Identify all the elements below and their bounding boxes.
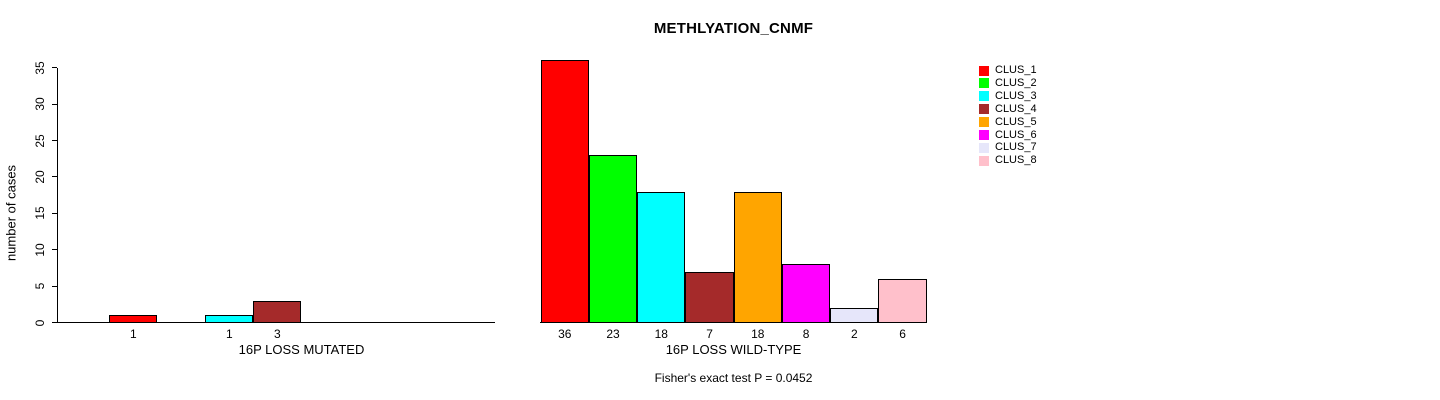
legend-item-clus_2: CLUS_2 (979, 76, 1037, 89)
legend-item-clus_6: CLUS_6 (979, 128, 1037, 141)
legend-label: CLUS_6 (995, 128, 1037, 141)
bar-value-label: 23 (606, 327, 620, 341)
y-axis-line (57, 68, 58, 323)
legend-item-clus_7: CLUS_7 (979, 142, 1037, 153)
y-tick (52, 176, 57, 178)
bar-value-label: 8 (802, 327, 810, 341)
bar-clus_1 (540, 60, 589, 323)
y-tick (52, 322, 57, 324)
bar-clus_6 (781, 264, 831, 323)
bar-clus_7 (830, 308, 879, 323)
y-tick-label: 25 (33, 133, 47, 148)
y-tick (52, 249, 57, 251)
y-tick-label: 0 (33, 319, 47, 327)
y-tick (52, 67, 57, 69)
legend-swatch (979, 65, 989, 76)
bar-value-label: 36 (558, 327, 572, 341)
legend-swatch (979, 78, 989, 89)
bar-value-label: 6 (899, 327, 906, 341)
y-tick (52, 285, 57, 287)
y-tick-label: 5 (33, 282, 47, 290)
legend-swatch (979, 130, 989, 140)
bar-value-label: 18 (654, 327, 668, 341)
y-tick-label: 30 (33, 97, 47, 111)
bar-clus_8 (878, 278, 927, 323)
bar-clus_1 (109, 315, 158, 323)
legend-label: CLUS_3 (995, 89, 1037, 102)
bar-value-label: 3 (273, 327, 281, 341)
chart-title: METHLYATION_CNMF (653, 20, 814, 37)
group-label-wildtype: 16P LOSS WILD-TYPE (665, 342, 802, 357)
y-tick (52, 140, 57, 142)
y-axis-label: number of cases (3, 164, 19, 262)
bar-value-label: 2 (850, 327, 858, 341)
legend-item-clus_8: CLUS_8 (979, 155, 1037, 166)
y-tick-label: 20 (33, 170, 47, 184)
y-tick-label: 10 (33, 243, 47, 257)
bar-value-label: 7 (706, 327, 713, 341)
bar-clus_4 (253, 300, 302, 323)
y-tick-label: 15 (33, 206, 47, 221)
legend-label: CLUS_8 (995, 154, 1037, 167)
legend-label: CLUS_2 (995, 76, 1037, 89)
bar-value-label: 1 (225, 327, 233, 341)
legend-label: CLUS_4 (995, 102, 1037, 115)
fisher-test-note: Fisher's exact test P = 0.0452 (654, 371, 813, 385)
legend-item-clus_3: CLUS_3 (979, 89, 1037, 102)
bar-clus_3 (205, 315, 254, 323)
group-label-mutated: 16P LOSS MUTATED (238, 342, 365, 357)
bar-clus_4 (685, 271, 734, 323)
legend-swatch (979, 142, 989, 153)
y-tick (52, 212, 57, 214)
legend-label: CLUS_5 (995, 115, 1037, 128)
bar-clus_3 (637, 191, 686, 323)
legend-swatch (979, 91, 989, 102)
legend-item-clus_5: CLUS_5 (979, 115, 1037, 128)
legend-swatch (979, 104, 989, 115)
bar-clus_5 (733, 191, 782, 323)
legend-label: CLUS_1 (995, 64, 1037, 76)
legend-label: CLUS_7 (995, 141, 1037, 154)
legend-swatch (979, 155, 989, 166)
legend-item-clus_1: CLUS_1 (979, 65, 1037, 76)
bar-clus_2 (588, 155, 638, 323)
y-tick (52, 103, 57, 105)
bar-value-label: 18 (751, 327, 765, 341)
legend-item-clus_4: CLUS_4 (979, 102, 1037, 115)
legend-swatch (979, 117, 989, 128)
bar-value-label: 1 (129, 327, 137, 341)
y-tick-label: 35 (33, 61, 47, 75)
